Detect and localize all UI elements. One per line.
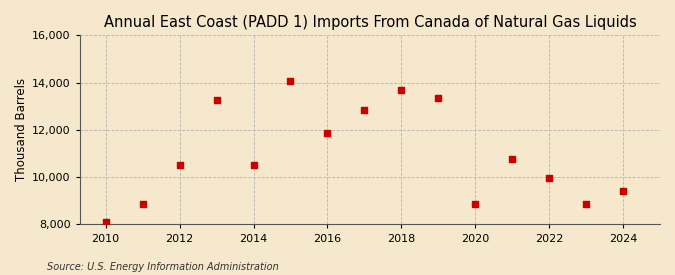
Point — [285, 79, 296, 84]
Point — [211, 98, 222, 103]
Point — [618, 189, 628, 194]
Y-axis label: Thousand Barrels: Thousand Barrels — [15, 78, 28, 182]
Point — [507, 157, 518, 162]
Point — [137, 202, 148, 207]
Point — [470, 202, 481, 207]
Title: Annual East Coast (PADD 1) Imports From Canada of Natural Gas Liquids: Annual East Coast (PADD 1) Imports From … — [103, 15, 637, 30]
Text: Source: U.S. Energy Information Administration: Source: U.S. Energy Information Administ… — [47, 262, 279, 272]
Point — [396, 87, 407, 92]
Point — [322, 131, 333, 136]
Point — [544, 176, 555, 181]
Point — [248, 163, 259, 167]
Point — [174, 163, 185, 167]
Point — [433, 96, 443, 100]
Point — [101, 220, 111, 224]
Point — [359, 108, 370, 112]
Point — [580, 202, 591, 207]
